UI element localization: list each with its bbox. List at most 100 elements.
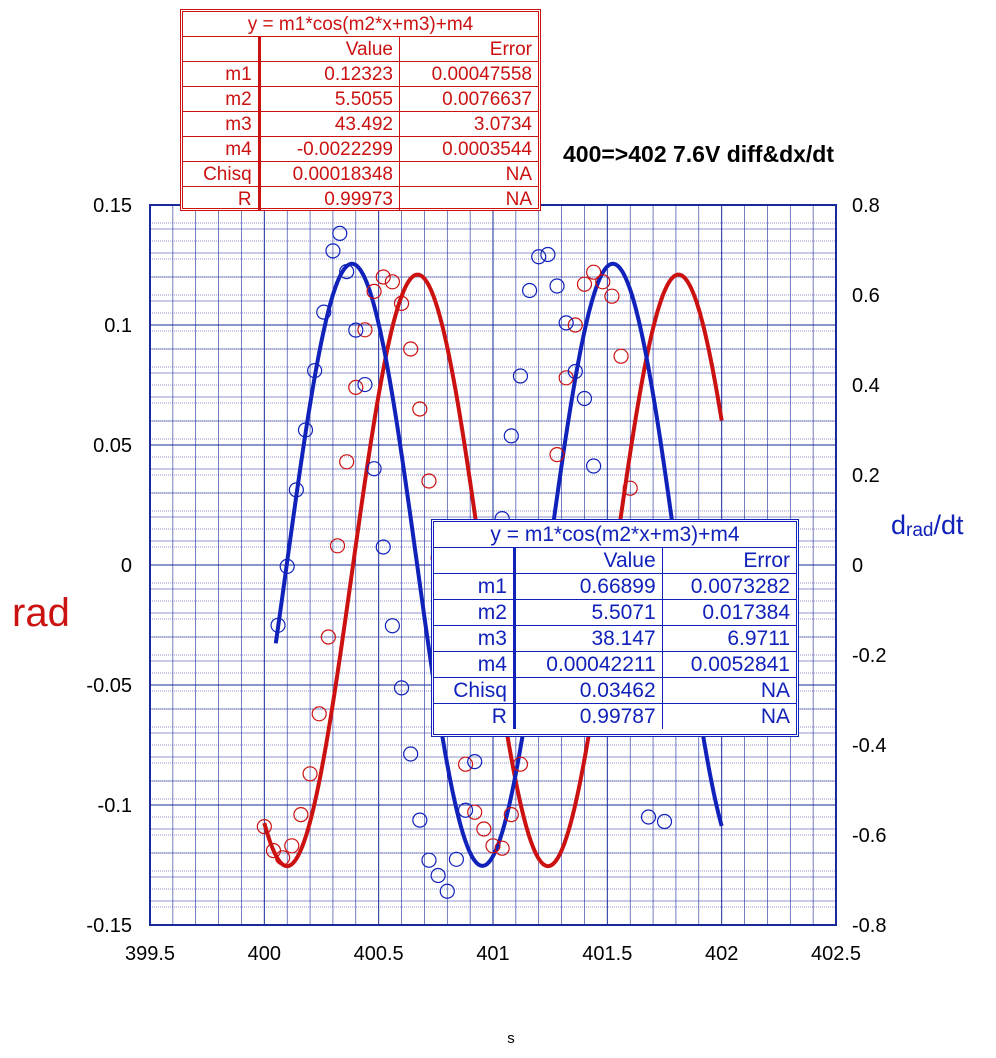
- fit-rad-error: 0.0003544: [398, 136, 538, 162]
- fit-rad-error: NA: [398, 186, 538, 211]
- data-point-rad: [494, 840, 510, 856]
- data-point-rad: [421, 473, 437, 489]
- data-point-rad: [384, 274, 400, 290]
- data-point-drad: [576, 390, 593, 407]
- data-point-drad: [521, 282, 538, 299]
- fit-drad-param: m1: [434, 573, 515, 600]
- data-point-drad: [325, 243, 341, 259]
- y-right-axis-label: drad/dt: [891, 510, 964, 541]
- y-right-axis-label-tail: /dt: [934, 510, 965, 540]
- data-point-drad: [403, 746, 419, 762]
- data-point-drad: [430, 867, 446, 884]
- fit-rad-param: m4: [183, 136, 260, 162]
- fit-drad-header-error: Error: [661, 547, 796, 574]
- fit-rad-row: m3 43.492 3.0734: [183, 111, 538, 137]
- fit-rad-error: NA: [398, 161, 538, 187]
- fit-drad-row: m2 5.5071 0.017384: [434, 599, 796, 626]
- data-point-drad: [375, 539, 391, 555]
- data-point-drad: [332, 225, 348, 241]
- fit-table-rad: y = m1*cos(m2*x+m3)+m4 Value Error m1 0.12…: [180, 9, 541, 211]
- chart-title: 400=>402 7.6V diff&dx/dt: [563, 141, 834, 167]
- fit-rad-value: 0.12323: [257, 61, 400, 87]
- data-point-rad: [302, 766, 318, 782]
- data-point-rad: [403, 341, 419, 357]
- data-point-rad: [256, 818, 272, 835]
- data-point-rad: [604, 288, 620, 304]
- data-point-drad: [412, 812, 428, 828]
- data-point-drad: [366, 461, 382, 477]
- data-point-rad: [512, 756, 529, 772]
- data-point-rad: [357, 322, 373, 338]
- y-right-axis-label-main: d: [891, 510, 906, 540]
- x-tick-label: 400.5: [354, 943, 404, 965]
- fit-drad-value: 0.00042211: [512, 651, 663, 678]
- x-tick-label: 400: [248, 943, 281, 965]
- fit-rad-equation: y = m1*cos(m2*x+m3)+m4: [247, 13, 474, 35]
- fit-drad-error: 0.017384: [661, 599, 796, 626]
- data-point-drad: [279, 558, 295, 574]
- fit-drad-error: 6.9711: [661, 625, 796, 652]
- fit-drad-value: 0.66899: [512, 573, 663, 600]
- fit-drad-param: R: [434, 703, 515, 729]
- fit-rad-param: m3: [183, 111, 260, 137]
- y-left-axis-label: rad: [12, 591, 70, 635]
- y-left-tick-label: 0.1: [104, 315, 132, 337]
- fit-drad-param: m4: [434, 651, 515, 678]
- x-tick-label: 401: [476, 943, 509, 965]
- fit-curve-drad: [273, 261, 724, 868]
- data-point-drad: [307, 363, 323, 379]
- fit-rad-header-error: Error: [398, 36, 538, 62]
- fit-drad-row: m3 38.147 6.9711: [434, 625, 796, 652]
- y-right-axis-label-sub: rad: [906, 520, 933, 541]
- fit-rad-row: Chisq 0.00018348 NA: [183, 161, 538, 187]
- data-point-rad: [366, 283, 382, 299]
- fit-drad-equation: y = m1*cos(m2*x+m3)+m4: [490, 523, 740, 546]
- data-point-drad: [270, 617, 286, 633]
- y-right-tick-label: 0: [852, 555, 863, 577]
- fit-drad-header-blank: [434, 547, 515, 574]
- fit-rad-value: -0.0022299: [257, 136, 400, 162]
- y-left-tick-label: 0.05: [93, 435, 132, 457]
- data-point-rad: [412, 401, 428, 417]
- data-point-rad: [393, 295, 410, 311]
- x-tick-label: 401.5: [582, 943, 632, 965]
- fit-rad-param: m2: [183, 86, 260, 112]
- data-point-drad: [549, 278, 565, 294]
- data-point-rad: [375, 269, 391, 285]
- fit-drad-value: 38.147: [512, 625, 663, 652]
- fit-rad-row: m4 -0.0022299 0.0003544: [183, 136, 538, 162]
- fit-drad-header-row: Value Error: [434, 547, 796, 574]
- fit-rad-value: 0.99973: [257, 186, 400, 211]
- data-point-drad: [457, 802, 474, 818]
- data-point-rad: [613, 348, 629, 364]
- data-point-drad: [297, 422, 314, 438]
- data-point-drad: [656, 813, 673, 830]
- fit-rad-row: m1 0.12323 0.00047558: [183, 61, 538, 87]
- fit-drad-error: 0.0052841: [661, 651, 796, 678]
- y-left-tick-label: -0.15: [86, 915, 132, 937]
- data-point-rad: [320, 629, 336, 645]
- data-point-drad: [421, 852, 437, 868]
- fit-rad-error: 0.00047558: [398, 61, 538, 87]
- data-point-drad: [512, 368, 529, 384]
- x-tick-label: 402.5: [811, 943, 861, 965]
- fit-rad-row: R 0.99973 NA: [183, 186, 538, 211]
- data-point-drad: [467, 754, 483, 770]
- data-point-rad: [339, 454, 355, 470]
- y-right-tick-label: -0.8: [852, 915, 886, 937]
- fit-drad-value: 0.03462: [512, 677, 663, 704]
- fit-rad-equation-row: y = m1*cos(m2*x+m3)+m4: [183, 12, 538, 37]
- fit-drad-header-value: Value: [512, 547, 663, 574]
- fit-drad-param: Chisq: [434, 677, 515, 704]
- data-point-rad: [485, 838, 501, 854]
- x-axis-label: s: [507, 1030, 515, 1047]
- tick-labels: 399.5 400 400.5 401 401.5 402 402.5 0.15 0.1 0.05…: [86, 195, 886, 965]
- data-point-rad: [476, 821, 492, 837]
- data-point-drad: [448, 851, 465, 867]
- data-point-drad: [357, 376, 373, 393]
- fit-drad-row: m1 0.66899 0.0073282: [434, 573, 796, 600]
- x-tick-label: 399.5: [125, 943, 175, 965]
- fit-rad-value: 43.492: [257, 111, 400, 137]
- fit-drad-row: m4 0.00042211 0.0052841: [434, 651, 796, 678]
- data-point-drad: [316, 304, 332, 320]
